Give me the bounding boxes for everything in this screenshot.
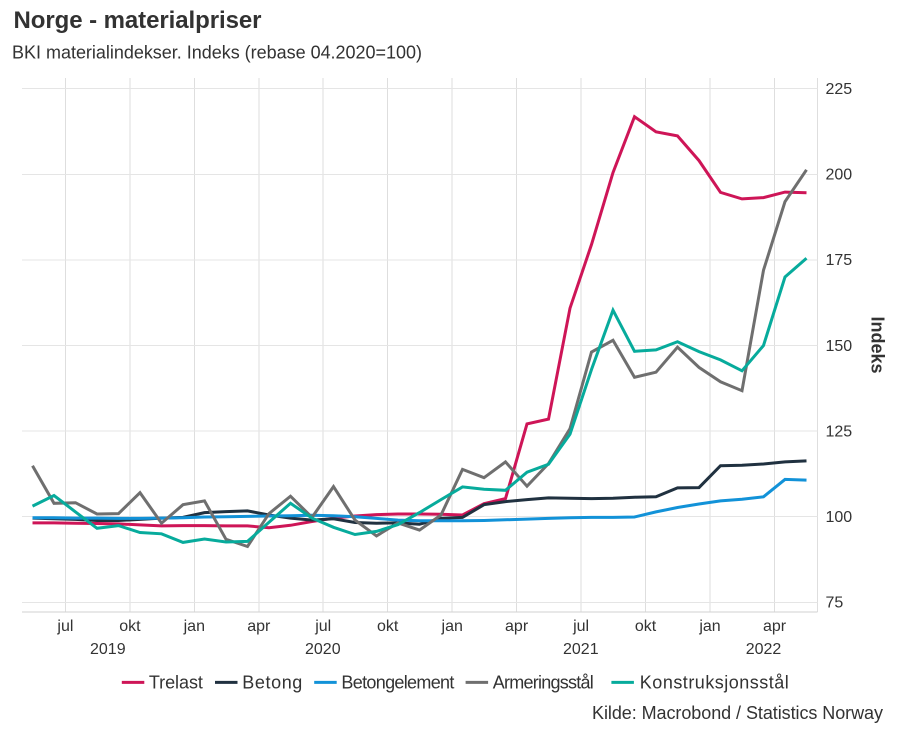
svg-text:okt: okt: [377, 618, 399, 635]
svg-text:jul: jul: [56, 618, 73, 635]
svg-text:apr: apr: [763, 618, 787, 635]
svg-text:200: 200: [826, 167, 853, 184]
svg-text:2019: 2019: [90, 641, 126, 658]
svg-text:jan: jan: [441, 618, 463, 635]
svg-text:225: 225: [826, 81, 853, 98]
svg-text:jul: jul: [572, 618, 589, 635]
svg-text:jul: jul: [314, 618, 331, 635]
svg-text:Armeringsstål: Armeringsstål: [493, 672, 594, 692]
svg-text:100: 100: [826, 509, 853, 526]
svg-text:2021: 2021: [563, 641, 599, 658]
svg-text:Konstruksjonsstål: Konstruksjonsstål: [640, 672, 789, 692]
svg-text:jan: jan: [698, 618, 720, 635]
svg-text:2022: 2022: [746, 641, 782, 658]
svg-text:okt: okt: [119, 618, 141, 635]
svg-text:Betongelement: Betongelement: [341, 672, 454, 692]
svg-text:175: 175: [826, 252, 853, 269]
svg-text:150: 150: [826, 338, 853, 355]
svg-text:75: 75: [826, 595, 844, 612]
svg-text:125: 125: [826, 423, 853, 440]
svg-text:Norge - materialpriser: Norge - materialpriser: [14, 7, 262, 34]
svg-text:jan: jan: [183, 618, 205, 635]
svg-text:BKI materialindekser. Indeks (: BKI materialindekser. Indeks (rebase 04.…: [12, 43, 422, 63]
svg-text:okt: okt: [635, 618, 657, 635]
svg-text:apr: apr: [505, 618, 529, 635]
svg-text:2020: 2020: [305, 641, 341, 658]
svg-text:Kilde: Macrobond / Statistics: Kilde: Macrobond / Statistics Norway: [592, 703, 883, 723]
svg-text:Betong: Betong: [242, 672, 302, 692]
svg-text:Indeks: Indeks: [868, 316, 888, 373]
svg-text:Trelast: Trelast: [149, 672, 203, 692]
svg-text:apr: apr: [247, 618, 271, 635]
